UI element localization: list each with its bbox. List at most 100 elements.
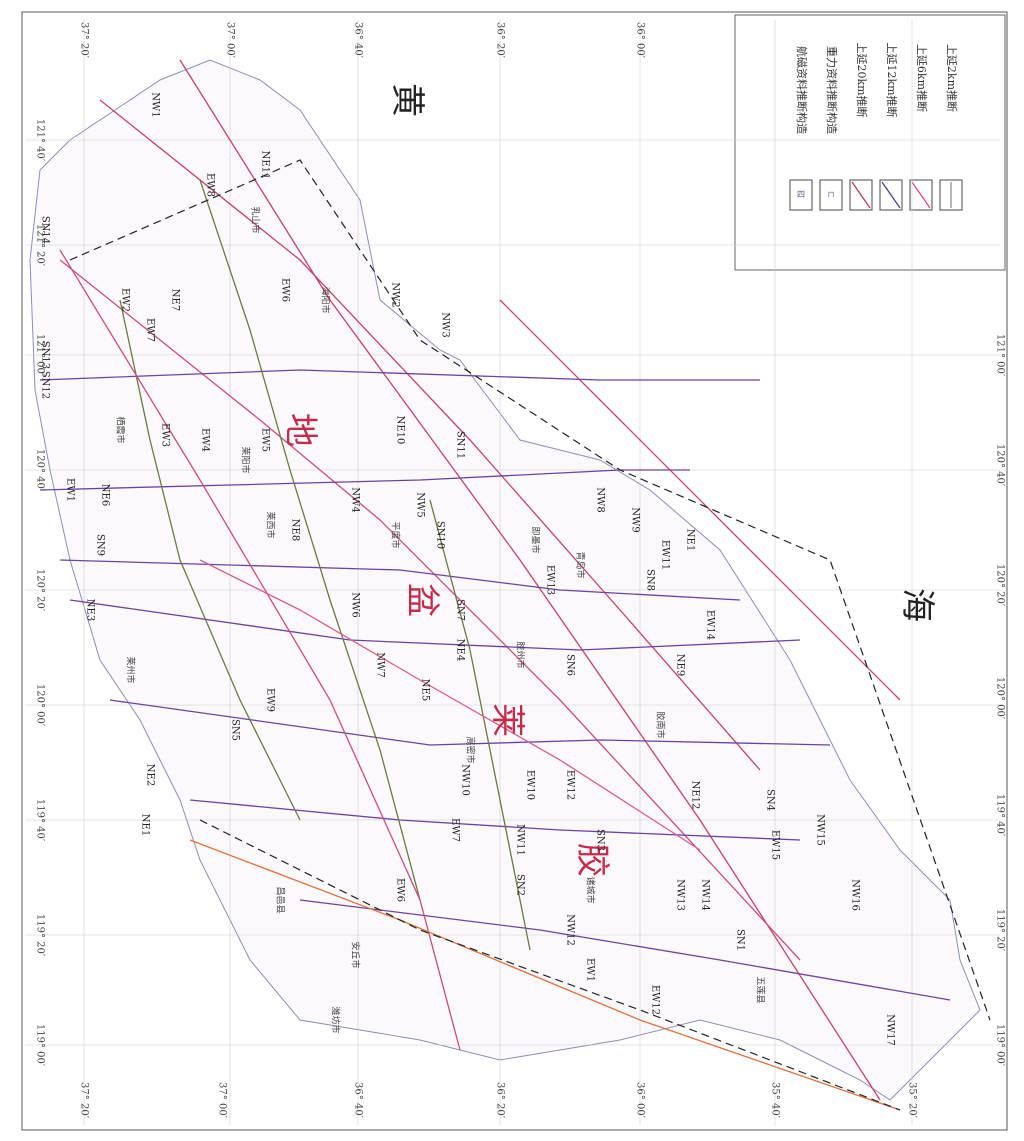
fault-label: SN11	[455, 431, 466, 459]
fault-line	[199, 179, 421, 901]
longitude-label: 119° 40′	[35, 799, 46, 842]
longitude-label: 121° 20′	[35, 224, 46, 267]
legend-label: 上延2km推断	[945, 44, 959, 112]
city-label: 乳山市	[250, 206, 262, 233]
fault-label: EW6	[280, 278, 291, 302]
fault-line	[69, 599, 801, 651]
fault-label: NE1	[685, 529, 696, 551]
city-label: 安丘市	[350, 941, 362, 968]
city-label: 潍坊市	[330, 1006, 342, 1033]
fault-line	[59, 559, 741, 601]
fault-label: EW6	[395, 878, 406, 902]
fault-line	[189, 839, 901, 1111]
fault-label: NE2	[145, 764, 156, 786]
fault-line	[59, 259, 801, 961]
latitude-label: 36° 20′	[495, 22, 506, 59]
fault-label: SN5	[230, 719, 241, 741]
fault-label: SN9	[95, 534, 106, 556]
longitude-label: 119° 20′	[995, 909, 1006, 952]
fault-label: EW13	[545, 565, 556, 595]
city-label: 胶南市	[655, 711, 667, 738]
longitude-label: 119° 00′	[35, 1024, 46, 1067]
inferred-fault	[199, 819, 901, 1111]
fault-label: SN8	[645, 569, 656, 591]
basin-outline	[29, 59, 981, 1101]
inferred-fault	[69, 159, 991, 1021]
latitude-label: 36° 00′	[635, 1082, 646, 1119]
longitude-label: 120° 40′	[995, 444, 1006, 487]
city-label: 高密市	[465, 736, 477, 763]
latitude-label: 36° 00′	[635, 22, 646, 59]
fault-label: EW11	[660, 540, 671, 570]
fault-label: NW9	[630, 507, 641, 532]
fault-label: NW12	[565, 914, 576, 946]
fault-line	[59, 249, 461, 1051]
fault-label: EW7	[450, 818, 461, 842]
fault-label: SN14	[40, 216, 51, 244]
fault-label: SN4	[765, 789, 776, 811]
fault-label: EW10	[525, 770, 536, 800]
fault-label: NW1	[150, 92, 161, 117]
legend-label: 上延6km推断	[915, 44, 929, 112]
fault-label: NW11	[515, 824, 526, 856]
city-label: 莱州市	[125, 656, 137, 683]
latitude-label: 37° 00′	[225, 22, 236, 59]
fault-label: EW1	[65, 478, 76, 502]
fault-label: NW16	[850, 879, 861, 911]
fault-label: NW13	[675, 879, 686, 911]
sea-label: 黄	[387, 83, 427, 117]
fault-label: SN3	[595, 829, 606, 851]
fault-lines	[25, 20, 1000, 1125]
legend-label: 航磁资料推断构造	[795, 46, 809, 134]
longitude-label: 119° 00′	[995, 1024, 1006, 1067]
longitude-label: 119° 40′	[995, 794, 1006, 837]
legend-symbols: 四 ⊓	[789, 179, 963, 211]
fault-label: NW3	[440, 312, 451, 337]
fault-label: EW15	[770, 830, 781, 860]
longitude-label: 121° 00′	[35, 334, 46, 377]
fault-label: NE3	[85, 599, 96, 621]
fault-label: EW3	[160, 423, 171, 447]
fault-label: NE6	[100, 484, 111, 506]
fault-label: NE10	[395, 416, 406, 445]
fault-label: EW2	[120, 288, 131, 312]
fault-line	[429, 499, 531, 951]
fault-label: EW8	[205, 173, 216, 197]
fault-label: SN6	[565, 654, 576, 676]
city-label: 栖霞市	[115, 416, 127, 443]
longitude-label: 120° 20′	[35, 569, 46, 612]
latitude-label: 37° 20′	[79, 1082, 90, 1119]
legend-label: 上延12km推断	[885, 42, 899, 117]
city-label: 莱西市	[265, 511, 277, 538]
fault-label: NE12	[690, 781, 701, 810]
fault-label: NE4	[455, 639, 466, 661]
fault-label: NE1	[140, 814, 151, 836]
fault-label: NW2	[390, 282, 401, 307]
fault-label: NW7	[375, 652, 386, 677]
city-label: 诸城市	[585, 876, 597, 903]
fault-line	[109, 699, 831, 746]
legend-label: 重力资料推断构造	[825, 46, 839, 134]
fault-label: EW12	[565, 770, 576, 800]
fault-label: EW1	[585, 958, 596, 982]
fault-line	[99, 99, 761, 771]
longitude-label: 120° 00′	[995, 677, 1006, 720]
basin-label: 地	[280, 413, 320, 447]
longitude-label: 119° 20′	[35, 914, 46, 957]
fault-label: SN2	[515, 874, 526, 896]
fault-label: EW7	[145, 318, 156, 342]
fault-label: NE5	[420, 679, 431, 701]
city-label: 莱阳市	[240, 446, 252, 473]
fault-label: NW14	[700, 879, 711, 911]
fault-label: NE11	[260, 151, 271, 180]
fault-label: NW8	[595, 487, 606, 512]
city-label: 平度市	[390, 521, 402, 548]
longitude-label: 120° 00′	[35, 684, 46, 727]
fault-line	[39, 369, 760, 381]
fault-label: NW15	[815, 814, 826, 846]
fault-label: NW10	[460, 764, 471, 796]
city-label: 五莲县	[755, 976, 767, 1003]
fault-label: EW12	[650, 985, 661, 1015]
fault-label: NW6	[350, 592, 361, 617]
latitude-label: 37° 00′	[217, 1082, 228, 1119]
